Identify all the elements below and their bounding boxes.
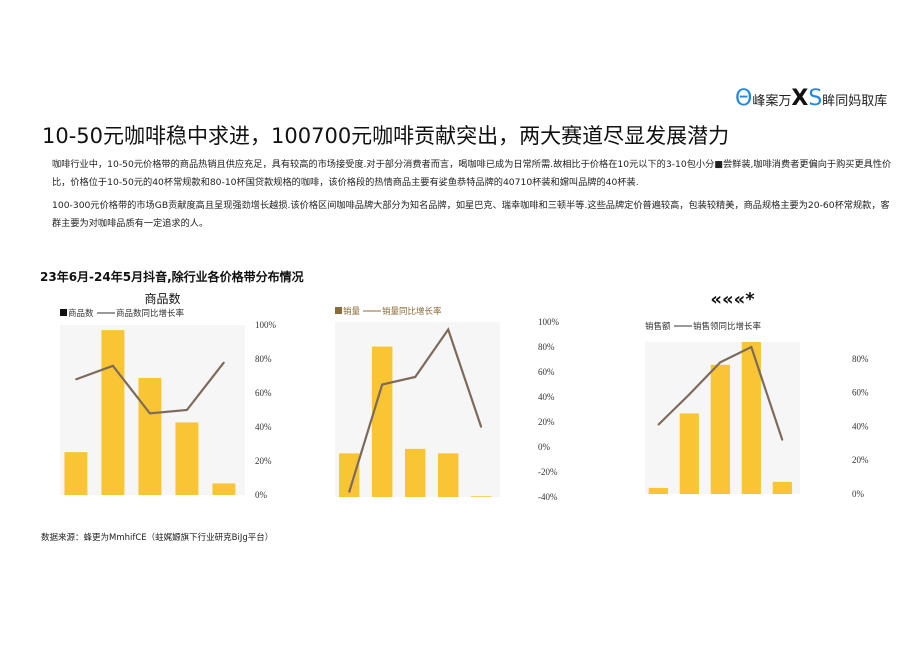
legend-bar-label: 销售额	[645, 321, 671, 332]
line-point	[223, 361, 225, 364]
y-tick-label: 40%	[255, 422, 272, 432]
y-tick-label: 40%	[852, 421, 869, 431]
y-tick-label: 80%	[538, 342, 555, 352]
legend-line-label: 销售领同比增长率	[693, 321, 762, 332]
y-tick-label: 60%	[255, 388, 272, 398]
legend-line-label: 销量同比增长率	[382, 306, 442, 317]
line-point	[657, 423, 660, 426]
bar	[212, 483, 236, 495]
legend-bar-label: 商品数	[68, 308, 94, 319]
legend-bar-label: 销量	[343, 306, 361, 317]
line-point	[750, 346, 753, 348]
logo-text-b: 眸同妈取库	[822, 94, 888, 109]
brand-logo: Θ峰案万XS眸同妈取库	[735, 86, 887, 111]
y-tick-label: -20%	[538, 467, 558, 477]
line-point	[381, 383, 383, 386]
chart-sales-amount: «««* 销售额 销售领同比增长率 80% 60% 40% 20% 0%	[645, 289, 869, 499]
y-tick-label: 0%	[255, 490, 268, 500]
bar	[437, 453, 459, 497]
bar	[741, 342, 761, 494]
line-point	[414, 376, 416, 378]
logo-text-a: 峰案万	[752, 94, 792, 109]
line-point	[186, 409, 188, 411]
chart-title: 商品数	[144, 291, 180, 306]
chart-title: «««*	[710, 289, 755, 310]
bar	[175, 422, 199, 495]
y-tick-label: 60%	[538, 367, 555, 377]
bar	[470, 496, 492, 497]
line-point	[75, 378, 77, 381]
line-point	[781, 439, 784, 441]
y-tick-label: -40%	[538, 492, 558, 502]
line-point	[480, 426, 482, 428]
logo-s: S	[808, 86, 823, 111]
line-point	[112, 365, 114, 367]
line-point	[447, 328, 449, 331]
paragraph-2: 100-300元价格带的市场GB贡献度高且呈现强劲增长越损.该价格区间咖啡品牌大…	[52, 200, 890, 229]
bar	[710, 364, 730, 494]
bar	[64, 452, 88, 495]
y-tick-label: 20%	[852, 455, 869, 465]
paragraph-1: 咖啡行业中，10-50元价格带的商品热销且供应充足，具有较高的市场接受度.对于部…	[52, 159, 892, 188]
y-tick-label: 60%	[852, 388, 869, 398]
line-point	[348, 491, 350, 493]
bar	[648, 487, 668, 494]
section-title: 23年6月-24年5月抖音,除行业各价格带分布情况	[40, 270, 304, 284]
y-tick-label: 20%	[255, 456, 272, 466]
bar	[772, 481, 792, 494]
line-point	[719, 361, 722, 364]
y-tick-label: 0%	[852, 489, 865, 499]
bar	[338, 453, 360, 497]
legend-line-label: 商品数同比增长率	[116, 308, 185, 319]
legend-swatch-bar	[60, 309, 67, 316]
line-point	[688, 393, 691, 396]
bar	[371, 346, 393, 497]
bar	[679, 413, 699, 494]
bar	[101, 330, 125, 495]
line-point	[149, 412, 151, 415]
y-tick-label: 100%	[255, 320, 277, 330]
y-tick-label: 40%	[538, 392, 555, 402]
logo-circle: Θ	[735, 86, 753, 111]
y-tick-label: 80%	[255, 354, 272, 364]
y-tick-label: 20%	[538, 417, 555, 427]
y-tick-label: 0%	[538, 442, 551, 452]
y-tick-label: 100%	[538, 317, 560, 327]
chart-sales-volume: 销量 销量同比增长率 100% 80% 60% 40% 20% 0% -20% -40%	[335, 306, 560, 502]
legend-swatch-bar	[335, 307, 342, 314]
bar	[404, 448, 426, 497]
data-source: 数据来源：蜂更为MmhifCE（蛀娓嫄旗下行业研克BiJg平台）	[41, 533, 274, 543]
y-tick-label: 80%	[852, 354, 869, 364]
logo-x: X	[791, 86, 809, 111]
bar	[138, 377, 162, 495]
page-title: 10-50元咖啡稳中求进，100700元咖啡贡献突出，两大赛道尽显发展潜力	[42, 124, 730, 148]
